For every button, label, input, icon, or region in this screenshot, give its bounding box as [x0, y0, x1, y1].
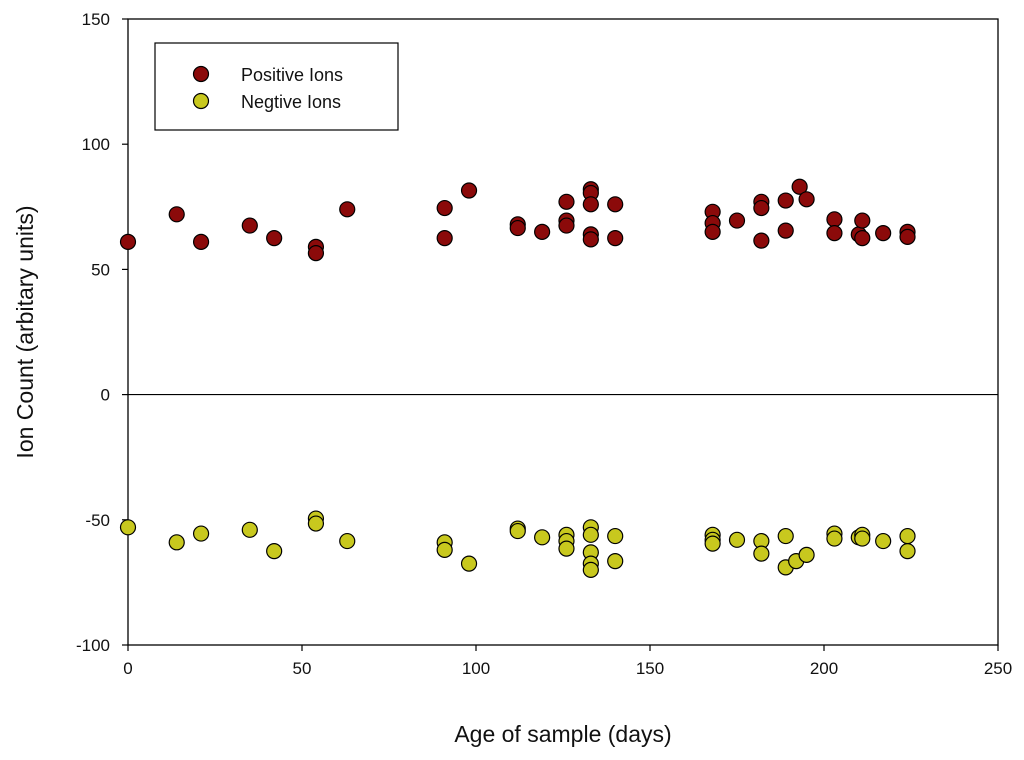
data-point: [704, 535, 721, 552]
axis-ticks: [122, 18, 999, 651]
data-point: [826, 211, 843, 228]
data-point: [607, 230, 624, 247]
data-point: [241, 521, 258, 538]
data-point: [899, 228, 916, 245]
series-positive-ions: [119, 178, 916, 262]
data-point: [607, 553, 624, 570]
data-point: [509, 522, 526, 540]
legend-marker-positive-ions: [192, 65, 210, 83]
legend: Positive Ions Negtive Ions: [154, 42, 399, 131]
data-point: [899, 542, 916, 560]
data-point: [558, 540, 575, 557]
data-point: [339, 201, 356, 218]
data-point: [875, 532, 892, 550]
plot-frame: [127, 18, 999, 646]
x-tick-label: 250: [984, 659, 1012, 678]
tick-labels: 0 50 100 150 200 250 -100 -50 0 50 100 150: [76, 10, 1012, 678]
data-point: [307, 245, 325, 262]
data-point: [728, 531, 746, 548]
data-point: [582, 561, 599, 578]
data-point: [509, 219, 526, 237]
data-point: [798, 191, 815, 208]
data-point: [854, 230, 871, 247]
data-point: [753, 232, 770, 249]
data-point: [728, 212, 746, 229]
legend-label-positive-ions: Positive Ions: [241, 65, 343, 85]
data-point: [436, 230, 453, 247]
data-point: [582, 526, 599, 543]
data-point: [607, 196, 624, 213]
data-point: [753, 199, 770, 217]
data-point: [119, 233, 137, 250]
x-tick-label: 150: [636, 659, 664, 678]
x-tick-label: 100: [462, 659, 490, 678]
data-point: [558, 217, 575, 234]
data-point: [826, 224, 843, 242]
legend-box: [154, 42, 399, 131]
y-tick-label: -50: [85, 511, 110, 530]
data-point: [753, 545, 770, 562]
data-point: [607, 527, 624, 545]
data-point: [168, 206, 185, 223]
y-tick-label: -100: [76, 636, 110, 655]
data-point: [307, 515, 325, 532]
data-point: [777, 222, 794, 239]
data-point: [241, 217, 258, 234]
data-points: [119, 178, 916, 578]
legend-label-negative-ions: Negtive Ions: [241, 92, 341, 112]
data-point: [704, 223, 721, 240]
y-tick-label: 150: [82, 10, 110, 29]
data-point: [436, 199, 453, 217]
data-point: [168, 534, 185, 551]
data-point: [826, 530, 843, 547]
data-point: [798, 546, 815, 563]
data-point: [777, 527, 794, 545]
y-tick-label: 100: [82, 135, 110, 154]
y-tick-label: 50: [91, 260, 110, 279]
data-point: [791, 178, 808, 195]
data-point: [460, 182, 478, 199]
data-point: [558, 193, 575, 210]
data-point: [875, 224, 892, 242]
series-negative-ions: [119, 510, 916, 578]
y-axis-label: Ion Count (arbitary units): [12, 205, 38, 458]
x-tick-label: 50: [293, 659, 312, 678]
data-point: [899, 527, 916, 545]
data-point: [777, 192, 794, 209]
data-point: [436, 541, 453, 558]
data-point: [192, 233, 210, 250]
data-point: [534, 223, 551, 240]
data-point: [854, 530, 871, 547]
y-tick-label: 0: [101, 386, 110, 405]
x-tick-label: 200: [810, 659, 838, 678]
data-point: [266, 542, 283, 560]
data-point: [854, 212, 871, 229]
data-point: [534, 529, 551, 546]
data-point: [582, 196, 599, 213]
legend-marker-negative-ions: [192, 92, 210, 110]
x-tick-label: 0: [123, 659, 132, 678]
data-point: [119, 519, 137, 536]
data-point: [339, 532, 356, 550]
data-point: [192, 525, 210, 542]
data-point: [582, 231, 599, 248]
x-axis-label: Age of sample (days): [454, 721, 671, 747]
data-point: [266, 230, 283, 247]
data-point: [460, 555, 478, 572]
